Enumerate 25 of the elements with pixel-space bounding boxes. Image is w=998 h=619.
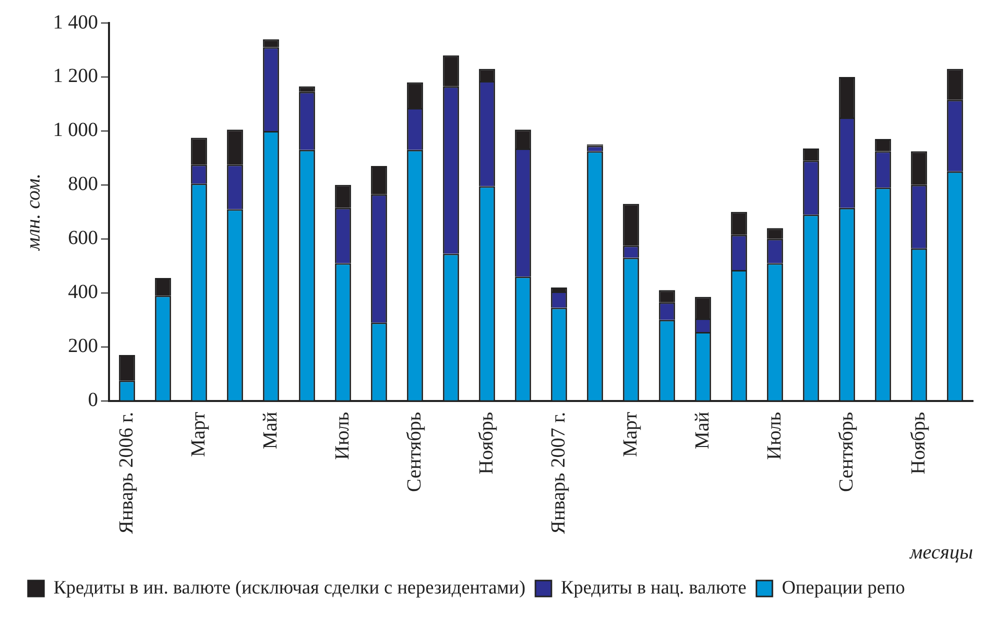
x-tick-label: Сентябрь [835, 412, 858, 492]
y-tick-label: 200 [68, 335, 98, 358]
x-tick-label: Ноябрь [475, 412, 498, 474]
legend-label: Кредиты в ин. валюте (исключая сделки с нерезидентами) [54, 577, 526, 598]
x-axis-title: месяцы [908, 541, 973, 564]
legend-label: Кредиты в нац. валюте [560, 577, 746, 598]
y-axis-title: млн. сом. [22, 174, 44, 252]
legend-label: Операции репо [782, 577, 906, 598]
x-tick-label: Март [619, 412, 642, 457]
x-tick-label: Сентябрь [403, 412, 426, 492]
x-tick-label: Ноябрь [907, 412, 930, 474]
x-tick-label: Май [691, 412, 714, 450]
y-tick-label: 600 [68, 227, 98, 250]
y-tick-label: 1 200 [53, 65, 98, 88]
y-tick-label: 1 400 [53, 11, 98, 34]
x-tick-label: Январь 2006 г. [115, 412, 138, 534]
x-tick-label: Март [187, 412, 210, 457]
x-tick-label: Январь 2007 г. [547, 412, 570, 534]
y-tick-label: 1 000 [53, 119, 98, 142]
x-tick-label: Июль [763, 412, 786, 460]
y-tick-label: 400 [68, 281, 98, 304]
y-tick-label: 800 [68, 173, 98, 196]
x-tick-label: Июль [331, 412, 354, 460]
x-tick-label: Май [259, 412, 282, 450]
y-tick-label: 0 [88, 389, 98, 412]
